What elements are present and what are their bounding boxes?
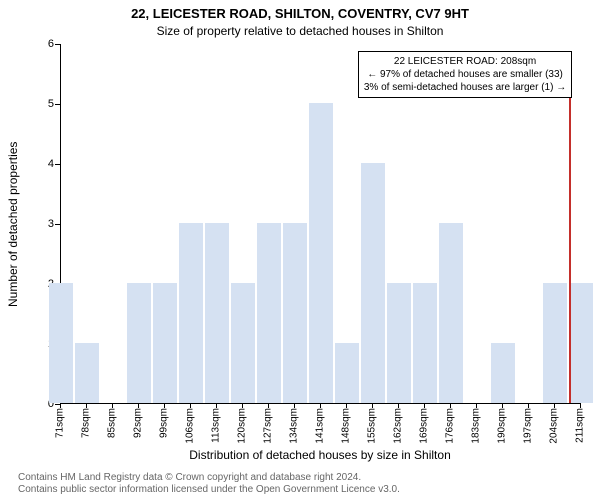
bar (387, 283, 411, 403)
annotation-box: 22 LEICESTER ROAD: 208sqm ← 97% of detac… (358, 51, 572, 98)
bar (75, 343, 99, 403)
x-tick-label: 211sqm (575, 408, 586, 443)
x-tick-label: 85sqm (107, 408, 118, 438)
property-size-chart: 22, LEICESTER ROAD, SHILTON, COVENTRY, C… (0, 0, 600, 500)
plot-area: 22 LEICESTER ROAD: 208sqm ← 97% of detac… (60, 44, 580, 404)
bar (439, 223, 463, 403)
x-tick-label: 169sqm (419, 408, 430, 444)
x-tick-label: 92sqm (133, 408, 144, 438)
bar (309, 103, 333, 403)
bar (179, 223, 203, 403)
annotation-line2: ← 97% of detached houses are smaller (33… (364, 68, 566, 81)
chart-subtitle: Size of property relative to detached ho… (0, 24, 600, 38)
y-tick-label: 6 (48, 38, 54, 50)
x-tick-label: 176sqm (445, 408, 456, 444)
x-tick-label: 183sqm (471, 408, 482, 444)
bar (335, 343, 359, 403)
footer-line1: Contains HM Land Registry data © Crown c… (18, 472, 400, 484)
bar (205, 223, 229, 403)
x-tick-label: 197sqm (523, 408, 534, 444)
bar (413, 283, 437, 403)
x-tick-label: 106sqm (185, 408, 196, 444)
x-tick-label: 113sqm (211, 408, 222, 443)
bar (491, 343, 515, 403)
y-tick-label: 5 (48, 98, 54, 110)
footer-line2: Contains public sector information licen… (18, 484, 400, 496)
x-tick-label: 190sqm (497, 408, 508, 444)
bar (569, 283, 593, 403)
x-tick-label: 99sqm (159, 408, 170, 438)
property-marker-line (569, 97, 571, 403)
bar (361, 163, 385, 403)
y-tick-label: 4 (48, 158, 54, 170)
bar (127, 283, 151, 403)
x-tick-label: 127sqm (263, 408, 274, 444)
bar (543, 283, 567, 403)
annotation-line1: 22 LEICESTER ROAD: 208sqm (364, 55, 566, 68)
x-axis-label: Distribution of detached houses by size … (60, 448, 580, 462)
x-tick-label: 120sqm (237, 408, 248, 444)
x-tick-label: 141sqm (315, 408, 326, 444)
bar (231, 283, 255, 403)
x-tick-label: 134sqm (289, 408, 300, 444)
x-tick-label: 155sqm (367, 408, 378, 444)
x-tick-label: 148sqm (341, 408, 352, 444)
footer-attribution: Contains HM Land Registry data © Crown c… (18, 472, 400, 496)
x-tick-label: 71sqm (55, 408, 66, 438)
x-tick-label: 162sqm (393, 408, 404, 444)
chart-title-address: 22, LEICESTER ROAD, SHILTON, COVENTRY, C… (0, 6, 600, 21)
bar (283, 223, 307, 403)
y-tick-label: 3 (48, 218, 54, 230)
bar (153, 283, 177, 403)
x-tick-label: 78sqm (81, 408, 92, 438)
bar (49, 283, 73, 403)
x-axis-ticks: 71sqm78sqm85sqm92sqm99sqm106sqm113sqm120… (60, 404, 580, 448)
x-tick-label: 204sqm (549, 408, 560, 444)
bar (257, 223, 281, 403)
annotation-line3: 3% of semi-detached houses are larger (1… (364, 81, 566, 94)
